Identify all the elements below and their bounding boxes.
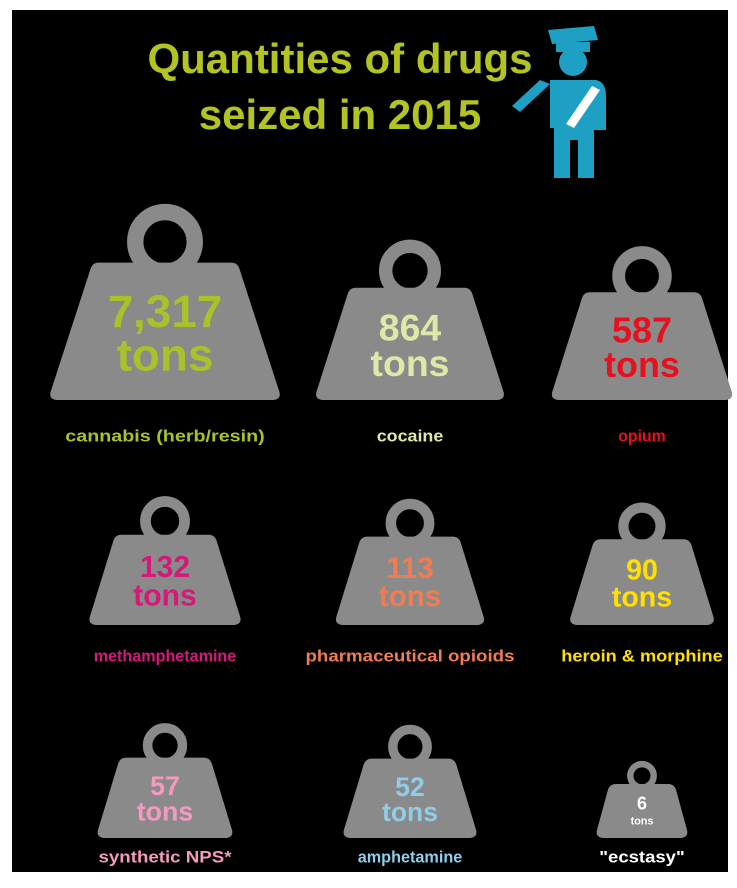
weight-ring bbox=[618, 502, 666, 550]
value-label: 52 bbox=[395, 772, 424, 802]
unit-label: tons bbox=[382, 797, 438, 827]
category-label: pharmaceutical opioids bbox=[306, 646, 515, 665]
unit-label: tons bbox=[117, 329, 214, 380]
background bbox=[12, 10, 728, 872]
value-label: 132 bbox=[140, 551, 190, 584]
weight-ring bbox=[127, 203, 203, 280]
weight bbox=[551, 292, 733, 400]
unit-label: tons bbox=[612, 582, 672, 614]
weight-ring bbox=[142, 723, 188, 768]
weight bbox=[335, 536, 485, 625]
value-label: 6 bbox=[637, 793, 647, 813]
weight-ring bbox=[388, 724, 432, 769]
weight-ring bbox=[140, 496, 190, 546]
category-label: opium bbox=[618, 426, 666, 445]
value-label: 587 bbox=[612, 310, 672, 351]
category-label: cocaine bbox=[377, 426, 444, 445]
police-icon bbox=[512, 26, 606, 178]
weight bbox=[89, 534, 241, 625]
weight bbox=[50, 262, 280, 400]
weight bbox=[97, 757, 233, 838]
category-label: methamphetamine bbox=[94, 646, 237, 665]
weight-ring bbox=[612, 246, 672, 306]
weight bbox=[570, 539, 714, 625]
category-label: "ecstasy" bbox=[599, 847, 685, 866]
unit-label: tons bbox=[604, 344, 680, 385]
unit-label: tons bbox=[371, 342, 450, 384]
weight-ring bbox=[385, 498, 435, 548]
title: seized in 2015 bbox=[199, 91, 482, 138]
category-label: synthetic NPS* bbox=[99, 847, 232, 866]
category-label: cannabis (herb/resin) bbox=[65, 426, 265, 445]
value-label: 90 bbox=[626, 554, 658, 586]
unit-label: tons bbox=[379, 580, 441, 613]
weight bbox=[316, 287, 504, 400]
category-label: heroin & morphine bbox=[561, 646, 723, 665]
value-label: 7,317 bbox=[108, 286, 223, 337]
weight-ring bbox=[378, 239, 442, 302]
value-label: 864 bbox=[379, 306, 442, 348]
value-label: 57 bbox=[150, 771, 180, 801]
unit-label: tons bbox=[631, 815, 654, 827]
weight-ring bbox=[627, 760, 657, 791]
weight bbox=[343, 758, 477, 838]
title: Quantities of drugs bbox=[147, 35, 532, 82]
weight bbox=[596, 783, 688, 838]
unit-label: tons bbox=[133, 580, 197, 613]
category-label: amphetamine bbox=[358, 847, 463, 866]
value-label: 113 bbox=[386, 552, 434, 585]
unit-label: tons bbox=[137, 797, 194, 827]
